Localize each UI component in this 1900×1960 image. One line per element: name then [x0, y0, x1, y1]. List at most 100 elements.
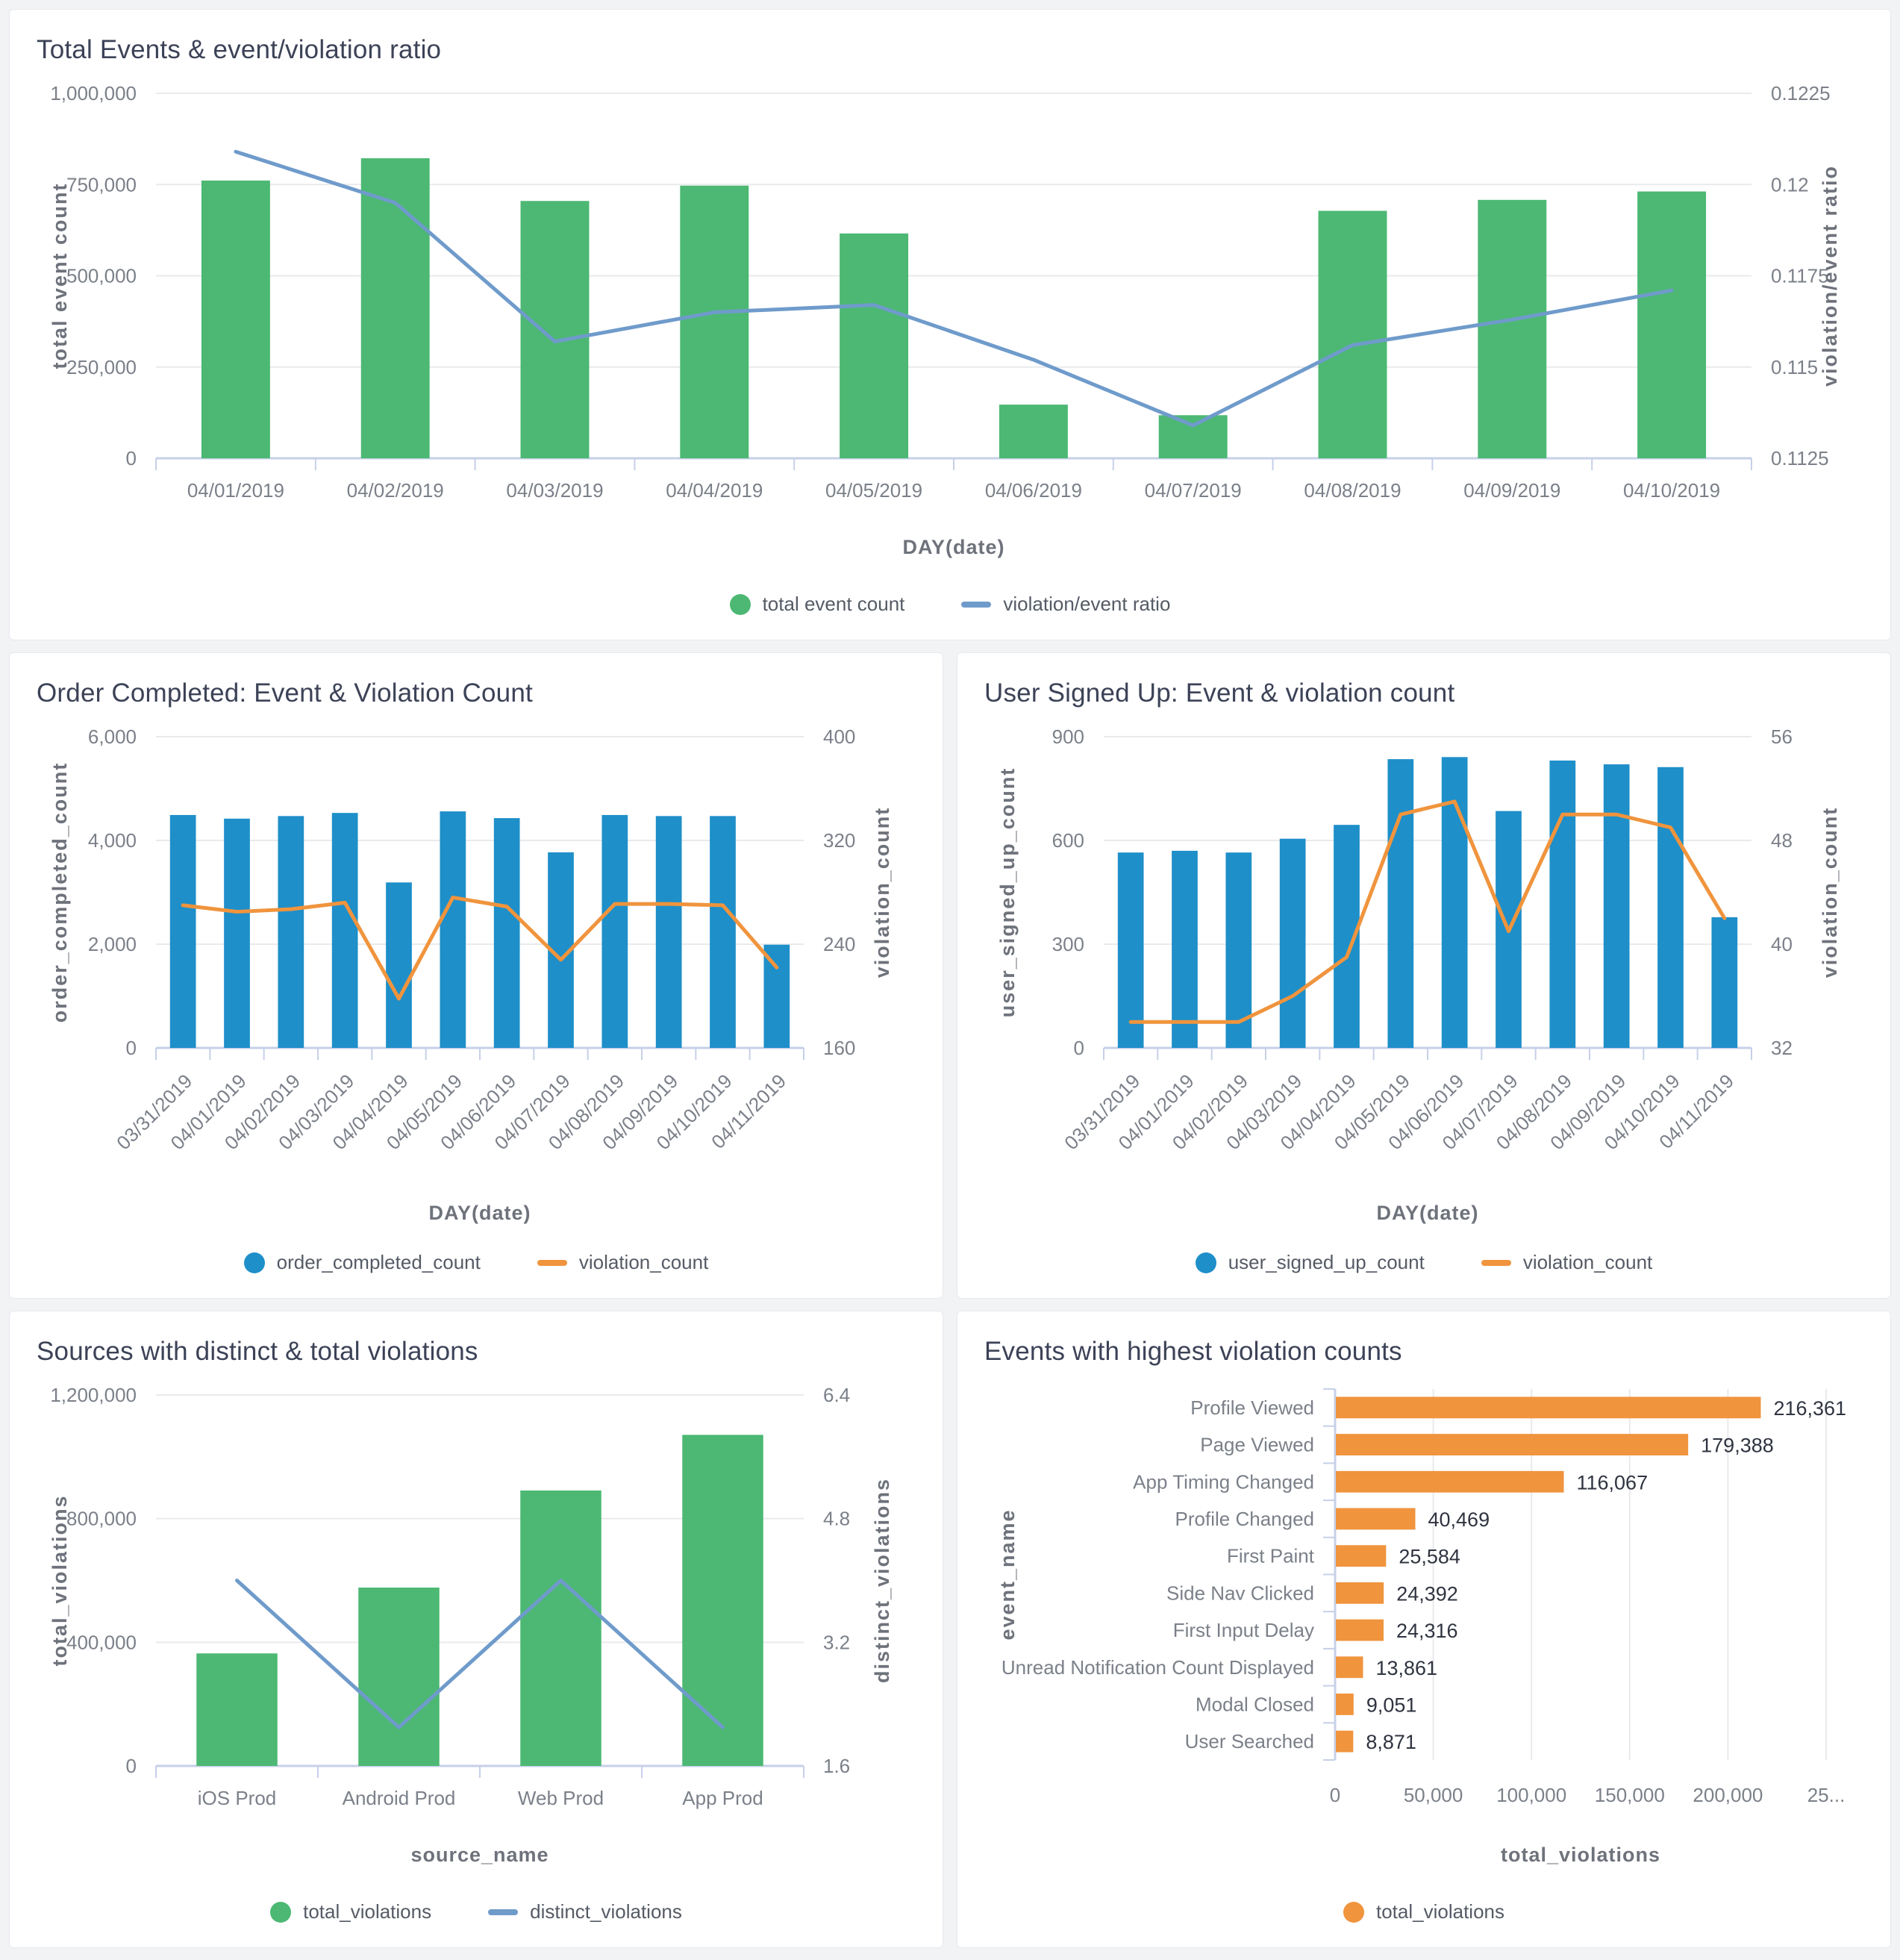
legend-item-total-violations[interactable]: total_violations: [1343, 1900, 1504, 1923]
svg-text:0: 0: [126, 1755, 137, 1777]
svg-text:total event count: total event count: [49, 182, 71, 369]
legend-label: violation_count: [1522, 1251, 1653, 1273]
svg-text:400: 400: [823, 725, 855, 748]
legend-item-order-completed-count[interactable]: order_completed_count: [243, 1251, 481, 1274]
legend-item-total-violations[interactable]: total_violations: [270, 1900, 431, 1923]
card-total-events: Total Events & event/violation ratio 0 25…: [9, 9, 1891, 640]
svg-text:total_violations: total_violations: [1501, 1844, 1660, 1866]
legend-order-completed: order_completed_count violation_count: [37, 1236, 916, 1280]
svg-text:DAY(date): DAY(date): [1376, 1202, 1478, 1224]
chart-title-highest-violations: Events with highest violation counts: [984, 1337, 1402, 1366]
svg-text:0.1175: 0.1175: [1771, 265, 1829, 287]
legend-item-violation-count[interactable]: violation_count: [1481, 1251, 1652, 1274]
svg-text:24,316: 24,316: [1396, 1620, 1458, 1642]
svg-text:04/04/2019: 04/04/2019: [666, 479, 763, 502]
svg-text:250,000: 250,000: [66, 356, 137, 378]
legend-label: total_violations: [1376, 1900, 1504, 1923]
legend-item-total-event-count[interactable]: total event count: [729, 593, 905, 616]
svg-text:First Paint: First Paint: [1227, 1545, 1315, 1567]
card-user-signed-up: User Signed Up: Event & violation count …: [957, 652, 1891, 1299]
svg-text:DAY(date): DAY(date): [428, 1202, 531, 1224]
svg-text:1.6: 1.6: [823, 1755, 850, 1777]
svg-text:179,388: 179,388: [1701, 1435, 1774, 1457]
svg-text:iOS Prod: iOS Prod: [198, 1787, 277, 1809]
svg-text:25...: 25...: [1807, 1784, 1846, 1806]
svg-text:24,392: 24,392: [1396, 1582, 1458, 1605]
svg-text:100,000: 100,000: [1496, 1784, 1566, 1806]
svg-text:216,361: 216,361: [1773, 1397, 1846, 1420]
svg-text:40,469: 40,469: [1428, 1508, 1490, 1531]
svg-text:First Input Delay: First Input Delay: [1173, 1619, 1314, 1641]
svg-text:order_completed_count: order_completed_count: [49, 762, 71, 1023]
svg-text:600: 600: [1052, 829, 1084, 852]
legend-dot-icon: [243, 1252, 265, 1273]
svg-text:0: 0: [1074, 1037, 1084, 1059]
svg-text:04/10/2019: 04/10/2019: [1623, 479, 1720, 502]
legend-item-violation-count[interactable]: violation_count: [537, 1251, 708, 1274]
card-highest-violations: Events with highest violation counts 0 50…: [957, 1311, 1891, 1948]
card-sources-violations: Sources with distinct & total violations…: [9, 1311, 943, 1948]
legend-dot-icon: [1195, 1252, 1216, 1273]
svg-text:0: 0: [126, 447, 137, 469]
svg-text:4,000: 4,000: [88, 829, 137, 852]
svg-text:3.2: 3.2: [823, 1631, 850, 1653]
legend-item-user-signed-up-count[interactable]: user_signed_up_count: [1195, 1251, 1425, 1274]
svg-text:56: 56: [1771, 725, 1793, 748]
legend-item-distinct-violations[interactable]: distinct_violations: [488, 1900, 682, 1923]
legend-label: total event count: [762, 593, 905, 615]
order-completed-chart-canvas[interactable]: 0 2,000 4,000 6,000 160 240 320 400 03/31/2019 04…: [37, 716, 916, 1236]
sources-violations-chart-canvas[interactable]: 0 400,000 800,000 1,200,000 1.6 3.2 4.8 6.4 iOS …: [37, 1374, 916, 1885]
legend-label: violation_count: [578, 1251, 709, 1273]
legend-item-violation-event-ratio[interactable]: violation/event ratio: [961, 593, 1170, 616]
legend-line-icon: [1481, 1259, 1511, 1266]
chart-title-total-events: Total Events & event/violation ratio: [37, 35, 442, 64]
svg-text:Web Prod: Web Prod: [518, 1787, 604, 1809]
svg-text:04/03/2019: 04/03/2019: [506, 479, 603, 502]
svg-text:violation_count: violation_count: [1819, 807, 1841, 979]
legend-line-icon: [537, 1259, 567, 1266]
total-events-chart-canvas[interactable]: 0 250,000 500,000 750,000 1,000,000 0.1125 0.1…: [37, 72, 1863, 578]
svg-text:04/05/2019: 04/05/2019: [825, 479, 922, 502]
svg-text:6.4: 6.4: [823, 1384, 850, 1406]
legend-label: user_signed_up_count: [1228, 1251, 1425, 1273]
svg-text:Profile Changed: Profile Changed: [1175, 1508, 1314, 1530]
svg-text:116,067: 116,067: [1576, 1471, 1648, 1494]
svg-text:Unread Notification Count Disp: Unread Notification Count Displayed: [1001, 1656, 1314, 1679]
legend-dot-icon: [1343, 1901, 1364, 1923]
legend-label: violation/event ratio: [1003, 593, 1171, 615]
legend-label: total_violations: [303, 1900, 432, 1923]
svg-text:violation/event ratio: violation/event ratio: [1819, 165, 1841, 387]
svg-text:48: 48: [1771, 829, 1793, 852]
svg-text:04/02/2019: 04/02/2019: [347, 479, 444, 502]
svg-text:user_signed_up_count: user_signed_up_count: [996, 767, 1019, 1018]
svg-text:2,000: 2,000: [88, 933, 137, 955]
svg-text:1,000,000: 1,000,000: [50, 82, 137, 104]
svg-text:0: 0: [126, 1037, 137, 1059]
chart-title-order-completed: Order Completed: Event & Violation Count: [37, 678, 533, 708]
svg-text:source_name: source_name: [410, 1844, 549, 1866]
svg-text:04/08/2019: 04/08/2019: [1304, 479, 1401, 502]
svg-text:900: 900: [1052, 725, 1084, 748]
svg-text:total_violations: total_violations: [49, 1494, 71, 1666]
svg-text:Modal Closed: Modal Closed: [1196, 1693, 1314, 1715]
highest-violations-chart-canvas[interactable]: 0 50,000 100,000 150,000 200,000 25... Profile…: [984, 1374, 1863, 1885]
svg-text:0.1125: 0.1125: [1771, 447, 1829, 469]
svg-text:6,000: 6,000: [88, 725, 137, 748]
chart-title-sources-violations: Sources with distinct & total violations: [37, 1337, 478, 1366]
legend-sources-violations: total_violations distinct_violations: [37, 1885, 916, 1929]
legend-label: order_completed_count: [276, 1251, 481, 1273]
user-signed-up-chart-canvas[interactable]: 0 300 600 900 32 40 48 56 03/31/2019 04/01/2019 04…: [984, 716, 1863, 1236]
svg-text:1,200,000: 1,200,000: [50, 1384, 137, 1406]
svg-text:0.12: 0.12: [1771, 173, 1809, 196]
svg-text:400,000: 400,000: [66, 1631, 137, 1653]
svg-text:40: 40: [1771, 933, 1793, 955]
svg-text:Profile Viewed: Profile Viewed: [1190, 1396, 1314, 1419]
svg-text:750,000: 750,000: [66, 173, 137, 196]
svg-text:App Timing Changed: App Timing Changed: [1133, 1470, 1314, 1493]
svg-text:04/09/2019: 04/09/2019: [1463, 479, 1560, 502]
legend-dot-icon: [729, 593, 751, 615]
svg-text:8,871: 8,871: [1366, 1731, 1416, 1753]
svg-text:App Prod: App Prod: [682, 1787, 763, 1809]
legend-dot-icon: [270, 1901, 292, 1923]
